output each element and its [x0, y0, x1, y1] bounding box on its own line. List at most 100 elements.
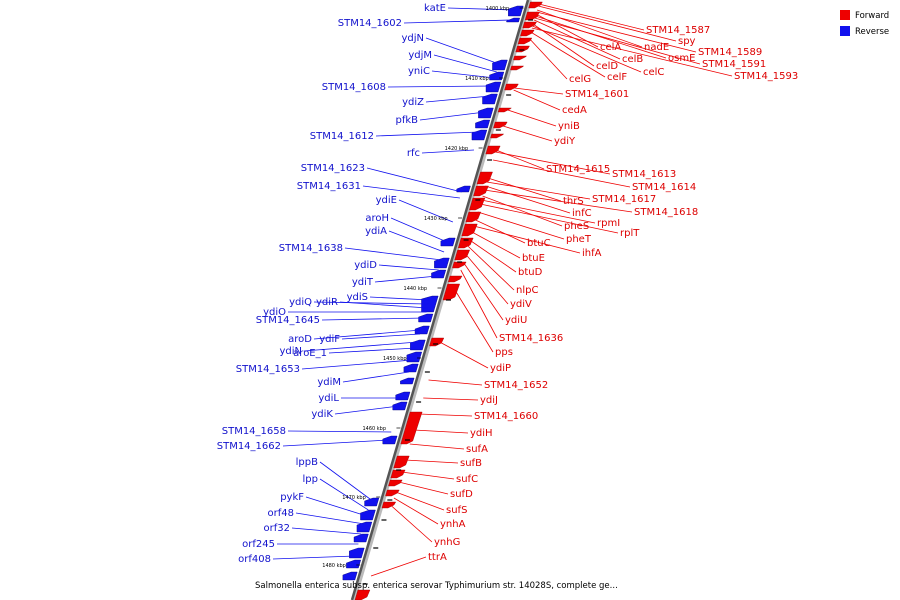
forward-gene-label: thrS	[563, 196, 584, 207]
reverse-gene-feature	[418, 313, 434, 323]
forward-label-connector	[535, 15, 667, 59]
forward-label-connector	[471, 231, 521, 259]
reverse-label-connector	[313, 329, 422, 340]
forward-gene-label: ydiP	[490, 363, 511, 374]
reverse-gene-feature	[353, 533, 369, 543]
reverse-label-connector	[431, 70, 496, 79]
forward-gene-label: celF	[607, 72, 627, 83]
forward-gene-feature	[476, 171, 493, 185]
forward-gene-label: pheT	[566, 234, 592, 245]
forward-gene-feature	[469, 197, 486, 211]
forward-gene-label: osmE	[668, 53, 695, 64]
reverse-gene-label: ydiZ	[402, 97, 424, 108]
forward-label-connector	[513, 89, 561, 111]
reverse-gene-label: rfc	[407, 148, 420, 159]
forward-gene-feature	[429, 337, 445, 347]
forward-gene-label: rplT	[620, 228, 640, 239]
reverse-label-connector	[339, 301, 428, 309]
forward-label-connector	[492, 159, 631, 188]
reverse-label-connector	[272, 555, 355, 560]
forward-gene-feature	[388, 479, 403, 487]
forward-label-connector	[495, 149, 545, 170]
forward-gene-label: sufD	[450, 489, 473, 500]
forward-label-connector	[538, 5, 677, 42]
reverse-gene-feature	[456, 185, 471, 193]
label-connector-layer	[272, 3, 733, 577]
forward-gene-label: ydiV	[510, 299, 532, 310]
reverse-gene-feature	[508, 5, 524, 17]
legend-reverse-swatch	[840, 26, 850, 36]
tick-label: 1450 kbp	[383, 356, 407, 362]
reverse-label-connector	[398, 199, 454, 223]
reverse-label-connector	[388, 230, 445, 253]
forward-label-connector	[481, 199, 596, 224]
forward-label-connector	[514, 87, 564, 95]
reverse-gene-feature	[364, 497, 380, 507]
forward-gene-label: STM14_1601	[565, 89, 629, 100]
reverse-gene-label: STM14_1608	[322, 82, 386, 93]
legend: Forward Reverse	[840, 10, 889, 37]
reverse-label-connector	[425, 95, 490, 103]
reverse-label-connector	[433, 54, 497, 73]
forward-label-connector	[495, 151, 611, 175]
forward-gene-feature	[452, 261, 467, 269]
reverse-label-connector	[378, 264, 439, 271]
forward-gene-label: celG	[569, 74, 591, 85]
reverse-label-connector	[447, 7, 516, 11]
reverse-label-connector	[375, 131, 480, 137]
forward-gene-label: STM14_1589	[698, 47, 762, 58]
forward-gene-feature	[522, 21, 537, 29]
reverse-gene-feature	[346, 559, 362, 569]
reverse-gene-label: STM14_1623	[301, 163, 365, 174]
forward-gene-feature	[393, 455, 410, 469]
forward-label-connector	[536, 11, 697, 53]
genome-axis-shadow	[352, 0, 532, 600]
tick-label: 1440 kbp	[404, 286, 428, 292]
forward-label-connector	[475, 219, 526, 244]
forward-gene-feature	[354, 589, 371, 600]
reverse-label-connector	[344, 247, 442, 261]
reverse-gene-label: yniC	[408, 66, 430, 77]
forward-gene-feature	[457, 237, 474, 249]
tick-label: 1400 kbp	[486, 6, 510, 12]
tick-label: 1480 kbp	[322, 563, 346, 569]
forward-gene-label: btuC	[527, 238, 551, 249]
forward-gene-label: ynhA	[440, 519, 466, 530]
reverse-gene-label: STM14_1662	[217, 441, 281, 452]
forward-label-connector	[530, 31, 606, 78]
forward-label-connector	[487, 177, 562, 202]
forward-gene-label: nadE	[644, 42, 669, 53]
reverse-gene-feature	[478, 107, 494, 119]
reverse-gene-feature	[342, 571, 358, 581]
reverse-gene-label: aroD	[288, 334, 312, 345]
reverse-gene-feature	[431, 269, 447, 279]
reverse-gene-label: katE	[424, 3, 446, 14]
forward-label-connector	[528, 37, 568, 80]
reverse-label-connector	[342, 371, 409, 383]
reverse-gene-label: STM14_1645	[256, 315, 320, 326]
reverse-gene-label: STM14_1658	[222, 426, 286, 437]
reverse-gene-label: orf32	[264, 523, 290, 534]
forward-label-connector	[465, 253, 509, 305]
reverse-label-connector	[419, 111, 486, 121]
forward-gene-label: rpmI	[597, 218, 620, 229]
forward-label-connector	[473, 225, 581, 254]
forward-gene-label: celB	[622, 54, 643, 65]
reverse-gene-feature	[395, 391, 411, 401]
legend-forward-swatch	[840, 10, 850, 20]
forward-label-connector	[538, 3, 645, 31]
forward-gene-label: sufB	[460, 458, 482, 469]
forward-gene-label: STM14_1617	[592, 194, 656, 205]
forward-gene-feature	[381, 501, 397, 509]
forward-gene-label: nlpC	[516, 285, 538, 296]
reverse-label-connector	[319, 478, 369, 511]
forward-gene-feature	[442, 283, 460, 301]
forward-label-connector	[480, 203, 619, 234]
genome-axis-line	[350, 0, 530, 600]
forward-gene-feature	[517, 37, 533, 45]
reverse-label-connector	[362, 185, 460, 199]
forward-label-connector	[532, 25, 642, 73]
forward-label-connector	[393, 497, 439, 525]
forward-gene-label: celC	[643, 67, 664, 78]
